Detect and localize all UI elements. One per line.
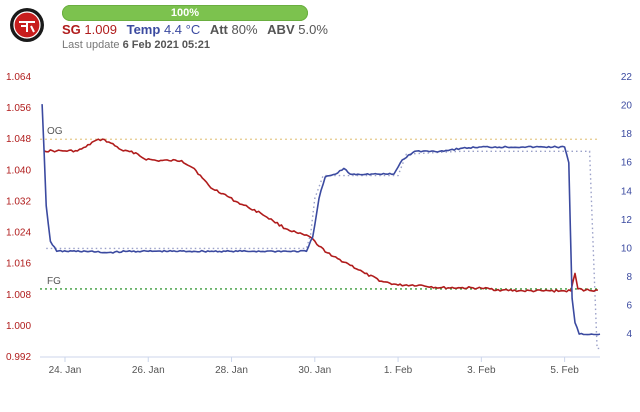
right-tick-label: 12 bbox=[621, 215, 633, 226]
temp-value: 4.4 °C bbox=[163, 22, 201, 37]
stats-row: SG 1.009 Temp 4.4 °C Att 80% ABV 5.0% bbox=[62, 22, 328, 37]
progress-label: 100% bbox=[170, 7, 200, 19]
abv-value: 5.0% bbox=[298, 22, 328, 37]
sg-label: SG bbox=[62, 22, 81, 37]
reference-label-fg: FG bbox=[47, 276, 61, 287]
x-tick-label: 26. Jan bbox=[132, 365, 165, 376]
brewery-badge-icon bbox=[10, 8, 44, 42]
left-tick-label: 1.040 bbox=[6, 165, 31, 176]
left-tick-label: 1.032 bbox=[6, 196, 31, 207]
last-update-value: 6 Feb 2021 05:21 bbox=[122, 39, 211, 51]
x-axis-ticks: 24. Jan 26. Jan 28. Jan 30. Jan 1. Feb 3. Feb… bbox=[49, 357, 579, 376]
gravity-series-line bbox=[43, 138, 598, 293]
x-tick-label: 24. Jan bbox=[49, 365, 82, 376]
att-value: 80% bbox=[231, 22, 258, 37]
left-tick-label: 1.016 bbox=[6, 259, 31, 270]
left-tick-label: 1.008 bbox=[6, 290, 31, 301]
left-tick-label: 1.024 bbox=[6, 228, 31, 239]
x-tick-label: 3. Feb bbox=[467, 365, 496, 376]
temp-label: Temp bbox=[126, 22, 161, 37]
left-tick-label: 1.000 bbox=[6, 321, 31, 332]
left-tick-label: 0.992 bbox=[6, 352, 31, 363]
right-tick-label: 4 bbox=[626, 329, 632, 340]
last-update: Last update 6 Feb 2021 05:21 bbox=[62, 39, 210, 51]
right-tick-label: 14 bbox=[621, 186, 633, 197]
x-tick-label: 5. Feb bbox=[550, 365, 579, 376]
right-tick-label: 10 bbox=[621, 243, 633, 254]
temperature-target-guide bbox=[46, 150, 603, 350]
left-tick-label: 1.064 bbox=[6, 72, 31, 83]
att-label: Att bbox=[209, 22, 228, 37]
x-tick-label: 30. Jan bbox=[298, 365, 331, 376]
x-tick-label: 28. Jan bbox=[215, 365, 248, 376]
left-tick-label: 1.048 bbox=[6, 134, 31, 145]
right-tick-label: 18 bbox=[621, 129, 633, 140]
right-tick-label: 8 bbox=[626, 272, 632, 283]
right-tick-label: 6 bbox=[626, 301, 632, 312]
fermentation-progress-bar: 100% bbox=[62, 5, 308, 21]
right-tick-label: 22 bbox=[621, 72, 633, 83]
sg-value: 1.009 bbox=[84, 22, 117, 37]
right-tick-label: 16 bbox=[621, 158, 633, 169]
left-tick-label: 1.056 bbox=[6, 103, 31, 114]
temperature-series-line bbox=[41, 104, 601, 336]
x-tick-label: 1. Feb bbox=[384, 365, 413, 376]
fermentation-chart: 0.992 1.000 1.008 1.016 1.024 1.032 1.040 1.048… bbox=[6, 72, 633, 376]
right-tick-label: 20 bbox=[621, 101, 633, 112]
right-axis-ticks: 4 6 8 10 12 14 16 18 20 22 bbox=[621, 72, 633, 340]
last-update-label: Last update bbox=[62, 39, 120, 51]
abv-label: ABV bbox=[267, 22, 295, 37]
series bbox=[41, 104, 603, 350]
left-axis-ticks: 0.992 1.000 1.008 1.016 1.024 1.032 1.040 1.048… bbox=[6, 72, 31, 363]
reference-label-og: OG bbox=[47, 126, 63, 137]
